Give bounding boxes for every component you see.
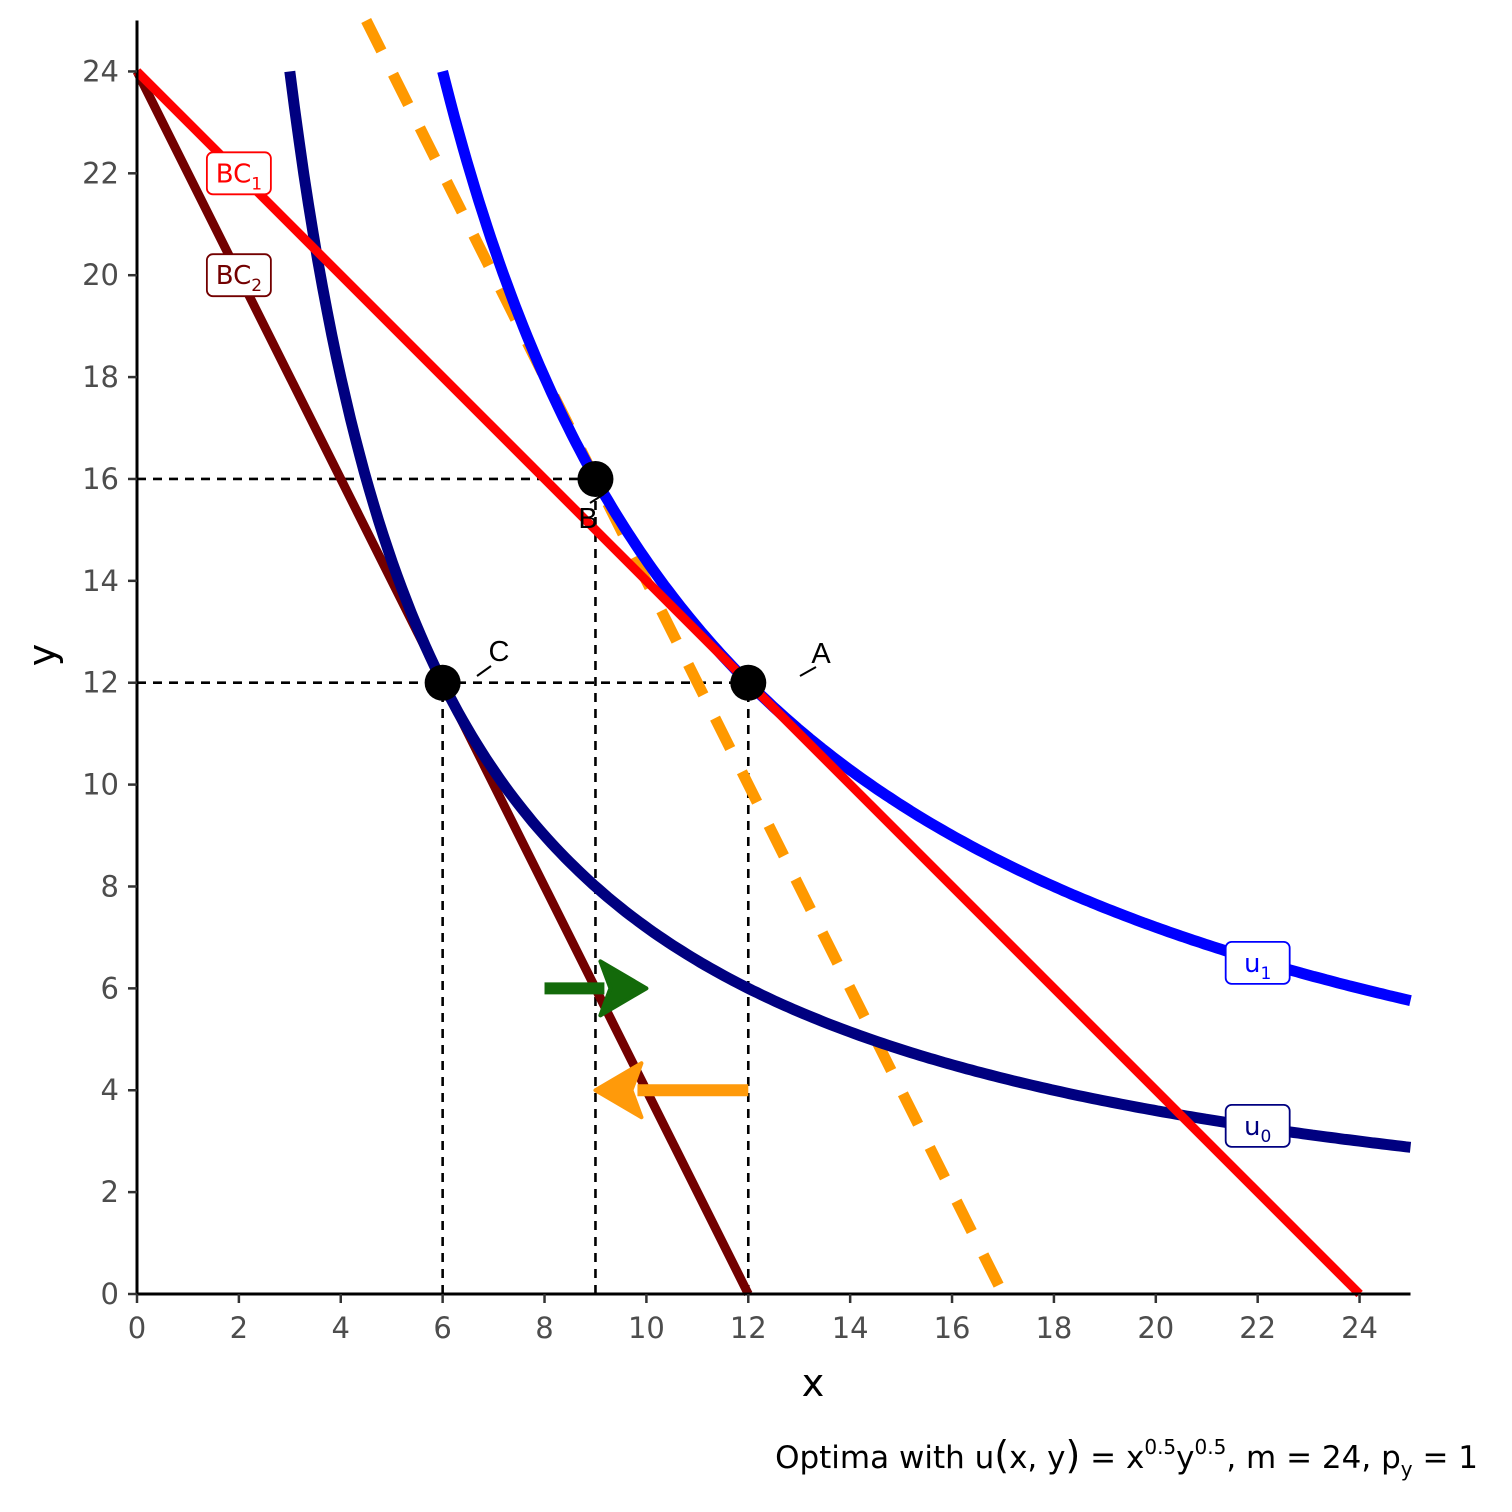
x-tick-label-18: 18 bbox=[1035, 1311, 1072, 1345]
x-tick-label-24: 24 bbox=[1341, 1311, 1378, 1345]
caption-rest: , m = 24, p bbox=[1226, 1440, 1400, 1476]
x-axis-title: x bbox=[802, 1361, 825, 1405]
u0-line bbox=[284, 70, 1412, 1153]
caption-eq: = x bbox=[1080, 1440, 1144, 1476]
bc2-label-base: BC bbox=[216, 261, 252, 291]
y-tick-label-14: 14 bbox=[82, 564, 119, 598]
y-tick-label-8: 8 bbox=[101, 869, 119, 903]
x-tick-label-0: 0 bbox=[128, 1311, 146, 1345]
u1-label: u1 bbox=[1244, 949, 1271, 984]
u0-label-sub: 0 bbox=[1261, 1127, 1272, 1147]
y-tick-label-4: 4 bbox=[101, 1073, 119, 1107]
x-tick-label-8: 8 bbox=[535, 1311, 553, 1345]
x-tick-label-22: 22 bbox=[1239, 1311, 1276, 1345]
y-tick-label-18: 18 bbox=[82, 360, 119, 394]
y-tick-label-0: 0 bbox=[101, 1277, 119, 1311]
y-tick-label-22: 22 bbox=[82, 156, 119, 190]
caption: Optima with u(x, y) = x0.5y0.5, m = 24, … bbox=[775, 1433, 1478, 1481]
u0-label-box bbox=[1224, 1103, 1291, 1148]
u0-label-base: u bbox=[1244, 1112, 1260, 1142]
substitution-effect-arrow-head bbox=[598, 959, 649, 1018]
y-tick-label-2: 2 bbox=[101, 1175, 119, 1209]
bc1-label-base: BC bbox=[216, 159, 252, 189]
caption-args: x, y bbox=[1009, 1440, 1065, 1476]
bc1-label-box bbox=[205, 151, 272, 196]
y-tick-label-20: 20 bbox=[82, 258, 119, 292]
y-tick-label-6: 6 bbox=[101, 971, 119, 1005]
x-tick-label-12: 12 bbox=[730, 1311, 767, 1345]
x-tick-label-10: 10 bbox=[628, 1311, 665, 1345]
bc2-label-box bbox=[205, 253, 272, 298]
x-tick-label-14: 14 bbox=[832, 1311, 869, 1345]
caption-main: Optima with u bbox=[775, 1440, 994, 1476]
u1-label-sub: 1 bbox=[1261, 964, 1272, 984]
point-label-b: B bbox=[578, 503, 597, 535]
point-b bbox=[577, 460, 614, 497]
bc1-label: BC1 bbox=[216, 159, 262, 194]
caption-tail: = 1 bbox=[1413, 1440, 1478, 1476]
caption-sub: y bbox=[1401, 1457, 1413, 1481]
x-tick-label-2: 2 bbox=[230, 1311, 248, 1345]
y-axis-title: y bbox=[20, 644, 64, 667]
caption-paren-close: ) bbox=[1065, 1433, 1080, 1477]
point-a bbox=[730, 664, 767, 701]
point-c bbox=[424, 664, 461, 701]
x-tick-label-4: 4 bbox=[332, 1311, 350, 1345]
u1-label-box bbox=[1224, 940, 1291, 985]
u0-label: u0 bbox=[1244, 1112, 1271, 1147]
y-tick-label-12: 12 bbox=[82, 666, 119, 700]
caption-exp2: 0.5 bbox=[1195, 1435, 1227, 1459]
u1-label-base: u bbox=[1244, 949, 1260, 979]
point-label-a: A bbox=[811, 638, 831, 670]
bc2-label-sub: 2 bbox=[251, 276, 262, 296]
bc1-label-sub: 1 bbox=[251, 174, 262, 194]
y-tick-label-24: 24 bbox=[82, 54, 119, 88]
x-tick-label-20: 20 bbox=[1137, 1311, 1174, 1345]
caption-y: y bbox=[1176, 1440, 1194, 1476]
x-tick-label-16: 16 bbox=[934, 1311, 971, 1345]
income-effect-arrow-head bbox=[593, 1061, 644, 1120]
caption-paren-open: ( bbox=[994, 1433, 1009, 1477]
axes: 0 2 4 6 8 10 12 14 16 18 20 22 240246810121416182022… bbox=[82, 20, 1411, 1345]
y-tick-label-10: 10 bbox=[82, 768, 119, 802]
y-tick-label-16: 16 bbox=[82, 462, 119, 496]
point-c-leader bbox=[476, 665, 492, 677]
caption-exp1: 0.5 bbox=[1144, 1435, 1176, 1459]
compensated-line bbox=[361, 18, 1008, 1297]
point-label-c: C bbox=[489, 636, 510, 668]
x-tick-label-6: 6 bbox=[433, 1311, 451, 1345]
bc2-label: BC2 bbox=[216, 261, 262, 296]
point-a-leader bbox=[799, 666, 817, 677]
